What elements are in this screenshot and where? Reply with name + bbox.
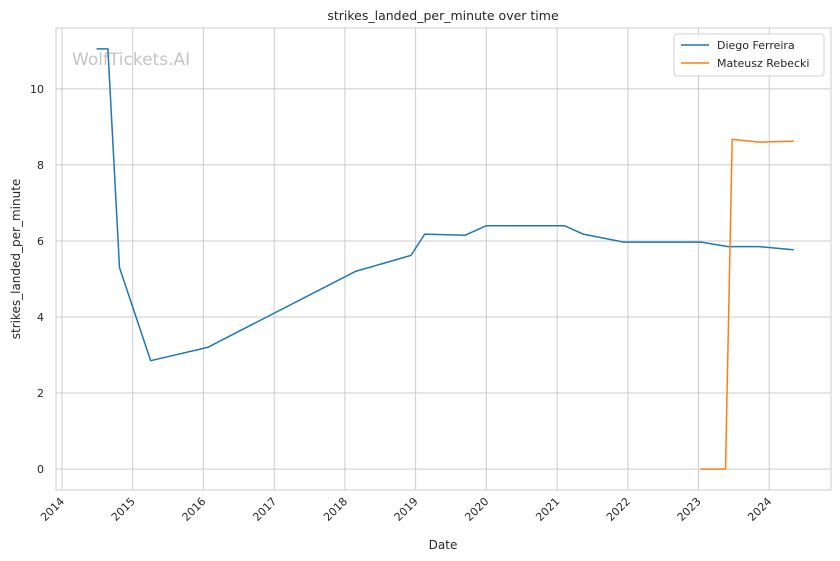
y-axis-ticks: 0 2 4 6 8 10: [30, 83, 44, 476]
grid-lines: [56, 28, 831, 490]
chart-title: strikes_landed_per_minute over time: [327, 8, 559, 23]
legend: Diego Ferreira Mateusz Rebecki: [673, 33, 825, 77]
legend-label: Diego Ferreira: [717, 39, 795, 52]
plot-area-frame: [55, 27, 832, 491]
data-series: [96, 48, 794, 470]
y-tick-label: 2: [37, 387, 44, 400]
y-tick-label: 8: [37, 159, 44, 172]
legend-box: [673, 33, 825, 77]
y-axis-label: strikes_landed_per_minute: [9, 179, 23, 340]
y-tick-label: 6: [37, 235, 44, 248]
x-axis-label: Date: [429, 538, 458, 552]
y-tick-label: 0: [37, 463, 44, 476]
series-line-diego-ferreira: [96, 48, 794, 362]
watermark-text: WolfTickets.AI: [72, 50, 190, 70]
y-tick-label: 4: [37, 311, 44, 324]
legend-label: Mateusz Rebecki: [717, 57, 809, 70]
series-line-mateusz-rebecki: [700, 138, 794, 470]
y-tick-label: 10: [30, 83, 44, 96]
